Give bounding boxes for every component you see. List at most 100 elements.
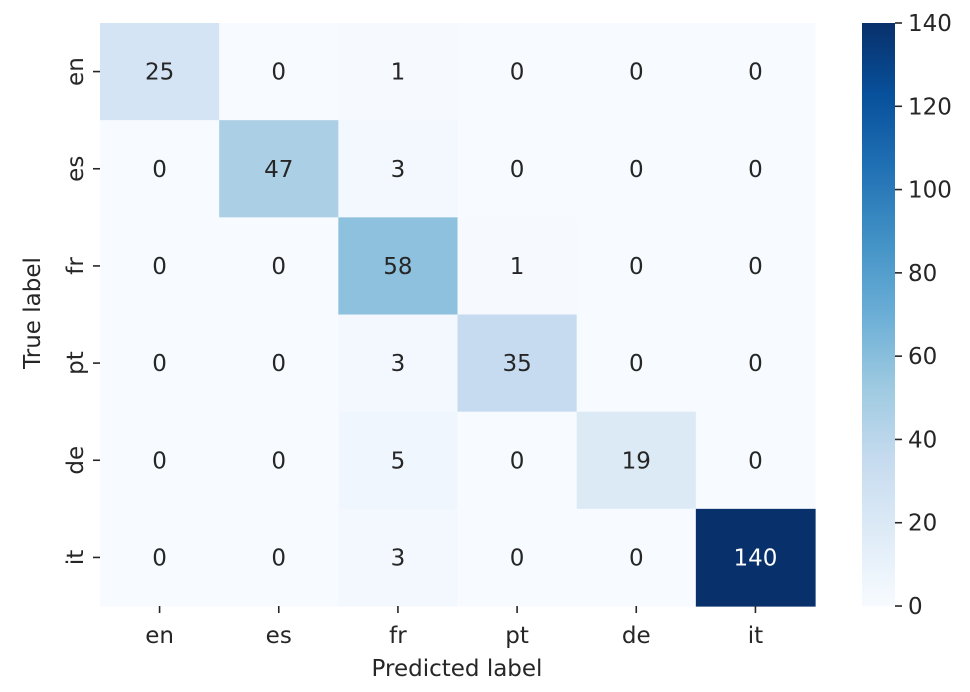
heatmap-cell-pt-es	[219, 314, 339, 413]
colorbar-tick-label: 80	[908, 261, 937, 287]
cell-value-label: 0	[748, 351, 763, 377]
cell-value-label: 5	[391, 448, 406, 474]
heatmap-cell-de-pt	[457, 411, 578, 510]
colorbar-tick-label: 100	[908, 178, 952, 204]
heatmap-cell-de-fr	[338, 411, 459, 510]
cell-value-label: 0	[629, 60, 644, 86]
cell-value-label: 0	[271, 351, 286, 377]
cell-value-label: 140	[733, 545, 777, 571]
colorbar-tick-label: 140	[908, 11, 952, 37]
cell-value-label: 0	[748, 157, 763, 183]
heatmap-cell-fr-de	[576, 217, 697, 316]
cell-value-label: 0	[152, 351, 167, 377]
cell-value-label: 0	[629, 545, 644, 571]
heatmap-cell-pt-pt	[457, 314, 578, 413]
heatmap-cell-fr-pt	[457, 217, 578, 316]
cell-value-label: 0	[271, 254, 286, 280]
heatmap-cell-es-en	[100, 120, 220, 218]
heatmap-cell-en-es	[219, 23, 339, 121]
cell-value-label: 0	[748, 60, 763, 86]
cell-value-label: 3	[391, 351, 406, 377]
cell-value-label: 25	[145, 60, 174, 86]
cell-value-label: 47	[264, 157, 293, 183]
cell-value-label: 1	[510, 254, 525, 280]
cell-value-label: 3	[391, 157, 406, 183]
heatmap-cell-de-de	[576, 411, 697, 510]
heatmap-cell-pt-en	[100, 314, 220, 413]
cell-value-label: 0	[629, 351, 644, 377]
heatmap-cell-pt-it	[695, 314, 816, 413]
heatmap-cell-en-de	[576, 23, 697, 121]
cell-value-label: 0	[629, 157, 644, 183]
heatmap-cell-es-pt	[457, 120, 578, 218]
cell-value-label: 0	[629, 254, 644, 280]
heatmap-cell-it-de	[576, 508, 697, 607]
y-tick-label: en	[63, 57, 89, 86]
cell-value-label: 0	[748, 448, 763, 474]
heatmap-cell-it-pt	[457, 508, 578, 607]
cell-value-label: 35	[502, 351, 531, 377]
heatmap-cell-es-es	[219, 120, 339, 218]
x-axis: en es fr pt de it	[145, 606, 763, 649]
heatmap-cell-it-it	[695, 508, 816, 607]
heatmap-cell-it-es	[219, 508, 339, 607]
cell-value-label: 0	[510, 545, 525, 571]
heatmap-cell-en-en	[100, 23, 220, 121]
cell-value-label: 0	[152, 448, 167, 474]
heatmap-cell-en-pt	[457, 23, 578, 121]
cell-value-label: 0	[152, 545, 167, 571]
y-axis-title: True label	[20, 257, 46, 370]
heatmap-cell-es-de	[576, 120, 697, 218]
x-tick-label: en	[145, 623, 174, 649]
cell-value-label: 0	[152, 254, 167, 280]
heatmap-cell-de-es	[219, 411, 339, 510]
cell-value-label: 0	[510, 448, 525, 474]
y-tick-label: es	[63, 156, 89, 182]
y-tick-label: fr	[63, 257, 89, 275]
colorbar-tick-label: 40	[908, 427, 937, 453]
cell-value-label: 0	[510, 60, 525, 86]
x-tick-label: fr	[389, 623, 407, 649]
cell-value-label: 0	[271, 448, 286, 474]
colorbar-gradient	[862, 23, 895, 607]
cell-value-label: 0	[152, 157, 167, 183]
heatmap-cell-fr-en	[100, 217, 220, 316]
cell-value-label: 0	[271, 545, 286, 571]
colorbar-tick-label: 120	[908, 94, 952, 120]
y-tick-label: it	[63, 550, 89, 565]
x-tick-label: de	[622, 623, 651, 649]
x-tick-label: pt	[505, 623, 529, 649]
cell-value-label: 3	[391, 545, 406, 571]
heatmap-cell-pt-fr	[338, 314, 459, 413]
x-axis-title: Predicted label	[372, 656, 543, 682]
y-tick-label: pt	[63, 351, 89, 375]
y-tick-label: de	[63, 446, 89, 475]
y-axis: en es fr pt de it	[63, 57, 100, 565]
heatmap: 25 0 1 0 0 0 0 47 3 0 0 0 0 0 58 1 0 0 0 0 3 35 0 0 0 0 5 0 19 0 0 0 3 0 0…	[100, 23, 816, 607]
colorbar: 0 20 40 60 80 100 120 140	[862, 11, 952, 620]
cell-value-label: 19	[622, 448, 651, 474]
heatmap-cell-pt-de	[576, 314, 697, 413]
heatmap-cell-it-fr	[338, 508, 459, 607]
colorbar-tick-label: 0	[908, 594, 923, 620]
heatmap-cell-es-fr	[338, 120, 459, 218]
cell-value-label: 0	[748, 254, 763, 280]
heatmap-cell-en-it	[695, 23, 816, 121]
heatmap-cell-fr-es	[219, 217, 339, 316]
x-tick-label: it	[748, 623, 763, 649]
cell-value-label: 0	[510, 157, 525, 183]
heatmap-cell-de-en	[100, 411, 220, 510]
colorbar-tick-label: 60	[908, 344, 937, 370]
heatmap-cell-fr-fr	[338, 217, 459, 316]
colorbar-tick-label: 20	[908, 511, 937, 537]
cell-value-label: 1	[391, 60, 406, 86]
heatmap-cell-it-en	[100, 508, 220, 607]
cell-value-label: 0	[271, 60, 286, 86]
heatmap-cell-fr-it	[695, 217, 816, 316]
cell-value-label: 58	[383, 254, 412, 280]
heatmap-cell-de-it	[695, 411, 816, 510]
x-tick-label: es	[266, 623, 292, 649]
heatmap-cell-es-it	[695, 120, 816, 218]
heatmap-cell-en-fr	[338, 23, 459, 121]
